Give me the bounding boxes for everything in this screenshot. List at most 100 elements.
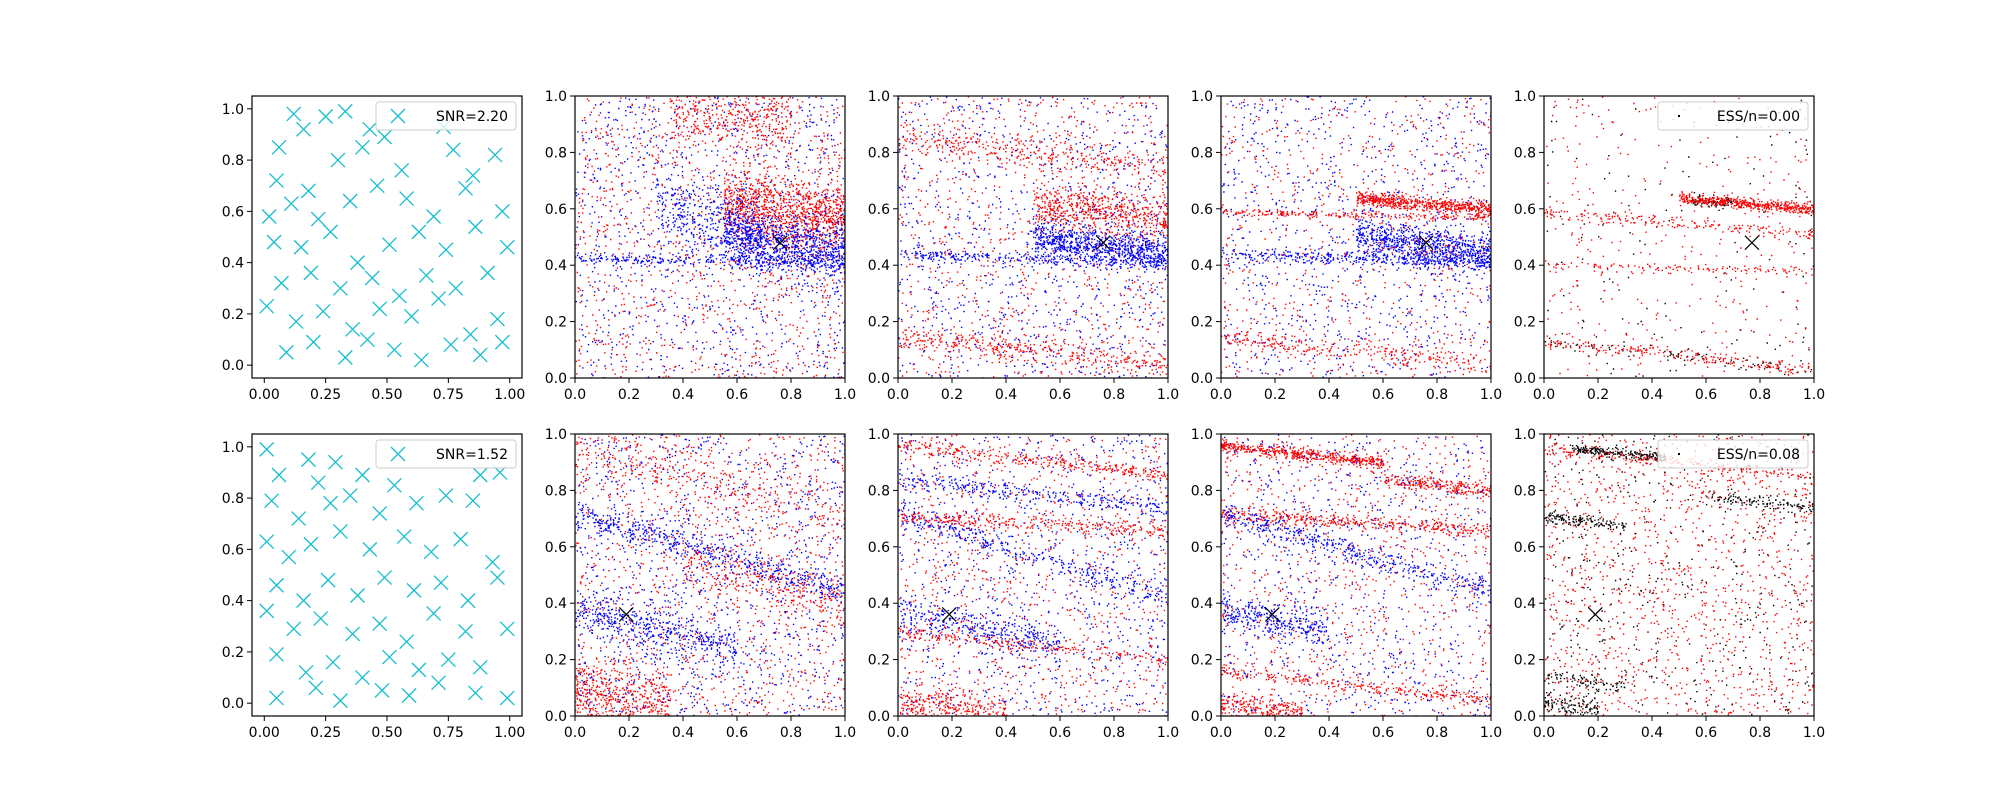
x-tick-label: 0.4	[1318, 725, 1340, 741]
x-tick-label: 0.50	[371, 725, 402, 741]
x-tick-label: 0.6	[1695, 725, 1717, 741]
x-tick-label: 0.8	[780, 387, 802, 403]
y-tick-label: 0.2	[222, 645, 244, 661]
x-tick-label: 0.4	[1641, 725, 1663, 741]
x-tick-label: 0.0	[1533, 387, 1555, 403]
x-tick-label: 0.6	[1372, 387, 1394, 403]
target-marker	[618, 607, 634, 622]
x-tick-label: 0.0	[887, 725, 909, 741]
data-point-marker	[494, 203, 510, 219]
panel-r1-c3: 0.0 0.2 0.4 0.6 0.8 1.0 0.0 0.2 0.4 0.6 0.8 1.0	[1191, 427, 1502, 741]
data-point-marker	[386, 477, 402, 493]
data-point-marker	[372, 301, 388, 317]
data-point-marker	[345, 321, 361, 337]
x-tick-label: 0.6	[726, 725, 748, 741]
x-tick-label: 0.2	[1264, 725, 1286, 741]
x-tick-label: 0.75	[433, 387, 464, 403]
data-point-marker	[288, 314, 304, 330]
axes-frame	[574, 433, 846, 717]
data-point-marker	[396, 529, 412, 545]
data-point-marker	[485, 554, 501, 570]
axes-frame	[1220, 433, 1492, 717]
data-point-marker	[489, 311, 505, 327]
legend-box	[1657, 439, 1809, 469]
y-tick-label: 0.0	[868, 371, 890, 387]
data-point-marker	[325, 654, 341, 670]
data-point-marker	[467, 685, 483, 701]
y-tick-label: 0.8	[545, 483, 567, 499]
y-tick-label: 0.4	[1514, 258, 1536, 274]
x-tick-label: 0.6	[1049, 725, 1071, 741]
data-point-marker	[426, 605, 442, 621]
x-tick-label: 1.0	[1803, 725, 1825, 741]
x-tick-label: 1.00	[494, 725, 525, 741]
axes-frame	[897, 95, 1169, 379]
data-point-marker	[323, 224, 339, 240]
axes-frame	[1543, 433, 1815, 717]
sample-points	[1221, 434, 1491, 716]
data-point-marker	[433, 575, 449, 591]
x-tick-label: 0.00	[249, 387, 280, 403]
x-tick-label: 0.25	[310, 725, 341, 741]
legend-label: SNR=1.52	[436, 447, 508, 463]
data-point-marker	[362, 121, 378, 137]
data-point-marker	[271, 467, 287, 483]
data-point-marker	[291, 511, 307, 527]
data-point-marker	[269, 577, 285, 593]
legend-marker-icon	[390, 446, 406, 462]
plot-area	[1544, 434, 1814, 716]
y-tick-label: 0.2	[1514, 315, 1536, 331]
data-point-marker	[293, 239, 309, 255]
x-tick-label: 1.00	[494, 387, 525, 403]
data-point-marker	[259, 603, 275, 619]
y-tick-label: 0.4	[1191, 596, 1213, 612]
data-point-marker	[259, 298, 275, 314]
data-point-marker	[431, 675, 447, 691]
data-point-marker	[438, 488, 454, 503]
y-tick-label: 1.0	[222, 440, 244, 456]
data-point-marker	[286, 106, 302, 122]
x-tick-label: 1.0	[834, 725, 856, 741]
data-point-marker	[310, 211, 326, 227]
data-point-marker	[494, 334, 510, 350]
data-point-marker	[458, 180, 474, 196]
data-point-marker	[462, 326, 478, 342]
y-tick-label: 0.6	[1514, 202, 1536, 218]
x-tick-label: 0.4	[995, 725, 1017, 741]
y-tick-label: 0.4	[1514, 596, 1536, 612]
panel-r0-c4: 0.0 0.2 0.4 0.6 0.8 1.0 0.0 0.2 0.4 0.6 0.8 1.0 ESS/…	[1514, 89, 1825, 403]
plot-area	[575, 434, 845, 716]
data-point-marker	[296, 121, 312, 137]
data-point-marker	[465, 168, 481, 183]
legend-label: ESS/n=0.08	[1717, 447, 1800, 463]
y-tick-label: 0.6	[1191, 540, 1213, 556]
data-point-marker	[337, 103, 353, 119]
data-point-marker	[313, 611, 329, 627]
y-tick-label: 1.0	[1514, 427, 1536, 443]
x-tick-label: 0.2	[1264, 387, 1286, 403]
panel-r1-c1: 0.0 0.2 0.4 0.6 0.8 1.0 0.0 0.2 0.4 0.6 0.8 1.0	[545, 427, 856, 741]
data-point-marker	[323, 495, 339, 511]
data-point-marker	[460, 593, 476, 609]
data-point-marker	[354, 670, 370, 686]
plot-area	[898, 434, 1168, 716]
y-tick-label: 0.0	[1514, 709, 1536, 725]
sample-points	[1544, 96, 1814, 378]
x-tick-label: 0.8	[1426, 725, 1448, 741]
y-tick-label: 0.0	[222, 696, 244, 712]
x-tick-label: 0.4	[1641, 387, 1663, 403]
data-point-marker	[499, 621, 515, 637]
x-tick-label: 0.6	[1695, 387, 1717, 403]
data-point-marker	[327, 454, 343, 470]
data-point-marker	[499, 239, 515, 255]
plot-area	[1221, 96, 1491, 378]
x-tick-label: 0.2	[941, 387, 963, 403]
data-point-marker	[286, 621, 302, 637]
data-point-marker	[281, 549, 297, 565]
data-point-marker	[467, 219, 483, 235]
x-tick-label: 1.0	[1157, 387, 1179, 403]
panel-r0-c0: 0.00 0.25 0.50 0.75 1.00 0.0 0.2 0.4 0.6 0.8 1.0 SN…	[222, 95, 525, 403]
data-point-marker	[381, 237, 397, 253]
target-marker	[1587, 607, 1603, 622]
sample-points	[1221, 96, 1491, 378]
